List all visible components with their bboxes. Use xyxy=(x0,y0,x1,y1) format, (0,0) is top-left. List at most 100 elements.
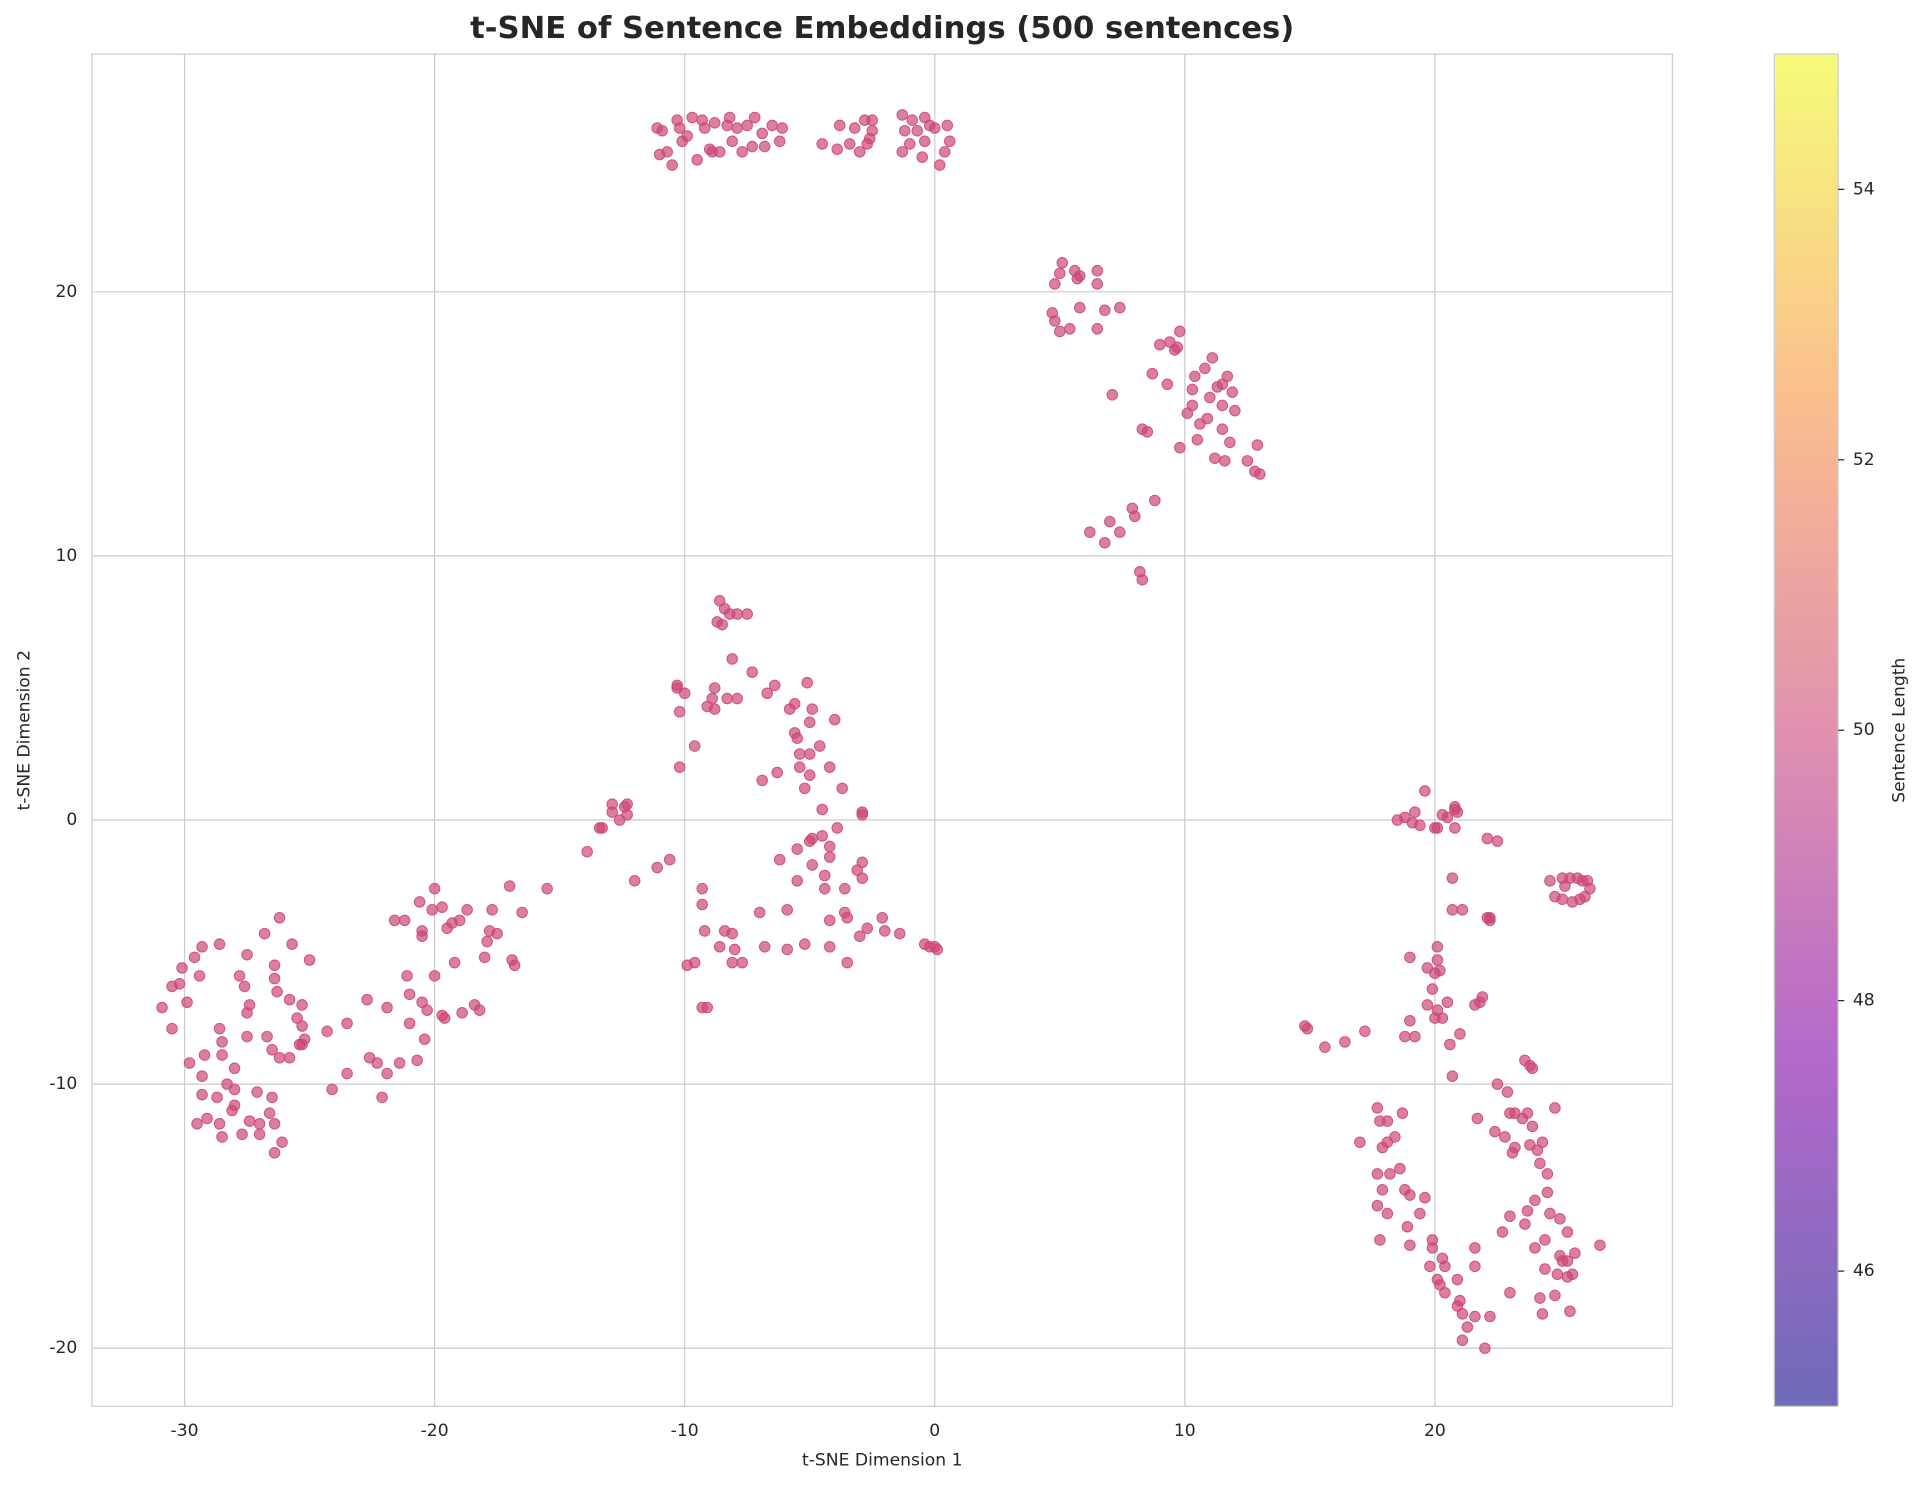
point xyxy=(1499,1131,1511,1143)
point xyxy=(843,138,856,150)
point xyxy=(853,930,866,942)
x-tick-label: -20 xyxy=(421,1421,449,1441)
point xyxy=(233,970,246,982)
point xyxy=(1456,904,1469,916)
point xyxy=(1381,1115,1394,1127)
point xyxy=(453,914,466,927)
point xyxy=(823,840,836,853)
point xyxy=(481,935,493,948)
point xyxy=(1539,1263,1551,1275)
point xyxy=(403,1017,416,1030)
point xyxy=(721,692,733,705)
point xyxy=(1404,1239,1416,1251)
point xyxy=(851,864,864,876)
point xyxy=(371,1057,383,1069)
point xyxy=(1404,1014,1416,1027)
point xyxy=(1554,1213,1566,1225)
point xyxy=(1419,1191,1431,1204)
point xyxy=(756,127,768,140)
point xyxy=(1444,1038,1456,1051)
point xyxy=(803,769,816,781)
point xyxy=(758,140,771,153)
point xyxy=(1419,785,1431,797)
point xyxy=(726,135,738,148)
point xyxy=(1556,893,1569,906)
point xyxy=(1526,1120,1539,1133)
point xyxy=(1114,301,1126,314)
point xyxy=(1431,822,1444,834)
point xyxy=(268,1147,281,1159)
point xyxy=(1529,1242,1541,1254)
point xyxy=(736,146,748,158)
point xyxy=(296,999,308,1011)
point xyxy=(781,904,793,916)
point xyxy=(686,111,698,124)
point xyxy=(756,774,768,787)
point xyxy=(1091,264,1104,277)
point xyxy=(266,1044,278,1056)
y-tick-label: 20 xyxy=(55,282,77,302)
point xyxy=(258,927,271,940)
point xyxy=(456,1007,468,1019)
point xyxy=(1564,1305,1576,1318)
point xyxy=(403,988,416,1001)
point xyxy=(793,761,806,773)
point xyxy=(1181,407,1194,420)
point xyxy=(628,875,641,887)
point xyxy=(1436,1012,1449,1024)
point xyxy=(688,956,701,969)
point xyxy=(1396,1107,1409,1119)
point xyxy=(1399,1030,1411,1043)
point xyxy=(1371,1168,1384,1180)
point xyxy=(228,1062,241,1075)
point xyxy=(1371,1102,1384,1114)
point xyxy=(708,117,721,129)
point xyxy=(1534,1157,1546,1170)
point xyxy=(1091,323,1104,335)
point xyxy=(188,951,201,964)
point xyxy=(393,1057,406,1069)
point xyxy=(413,896,426,908)
point xyxy=(906,114,919,126)
point xyxy=(928,122,941,134)
point xyxy=(768,679,781,692)
point xyxy=(166,1022,178,1035)
point xyxy=(1206,352,1219,364)
point xyxy=(691,154,703,166)
point xyxy=(1141,426,1154,438)
point xyxy=(211,1091,223,1104)
point xyxy=(798,782,811,795)
colorbar xyxy=(1773,53,1839,1407)
point xyxy=(1569,1247,1581,1259)
point xyxy=(1504,1286,1516,1299)
point xyxy=(903,138,916,150)
point xyxy=(1359,1025,1371,1038)
point xyxy=(1469,1242,1481,1254)
point xyxy=(1549,1289,1561,1302)
point xyxy=(541,882,553,895)
point xyxy=(1149,494,1161,507)
colorbar-tick-label: 50 xyxy=(1853,720,1875,740)
point xyxy=(791,732,803,744)
point xyxy=(1354,1136,1366,1148)
point xyxy=(1561,1255,1574,1267)
point xyxy=(216,1036,228,1048)
point xyxy=(1224,436,1236,449)
point xyxy=(1469,1260,1481,1273)
point xyxy=(241,948,253,961)
point xyxy=(491,927,503,940)
point xyxy=(198,1049,211,1061)
point xyxy=(1229,404,1241,417)
point xyxy=(1064,323,1076,335)
point xyxy=(688,740,701,752)
point xyxy=(681,130,693,142)
point xyxy=(1449,822,1461,834)
point xyxy=(841,956,853,969)
point xyxy=(1054,325,1066,338)
point xyxy=(1136,573,1149,586)
point xyxy=(268,972,281,985)
point xyxy=(931,943,944,956)
point xyxy=(1339,1036,1351,1048)
point xyxy=(731,608,743,620)
